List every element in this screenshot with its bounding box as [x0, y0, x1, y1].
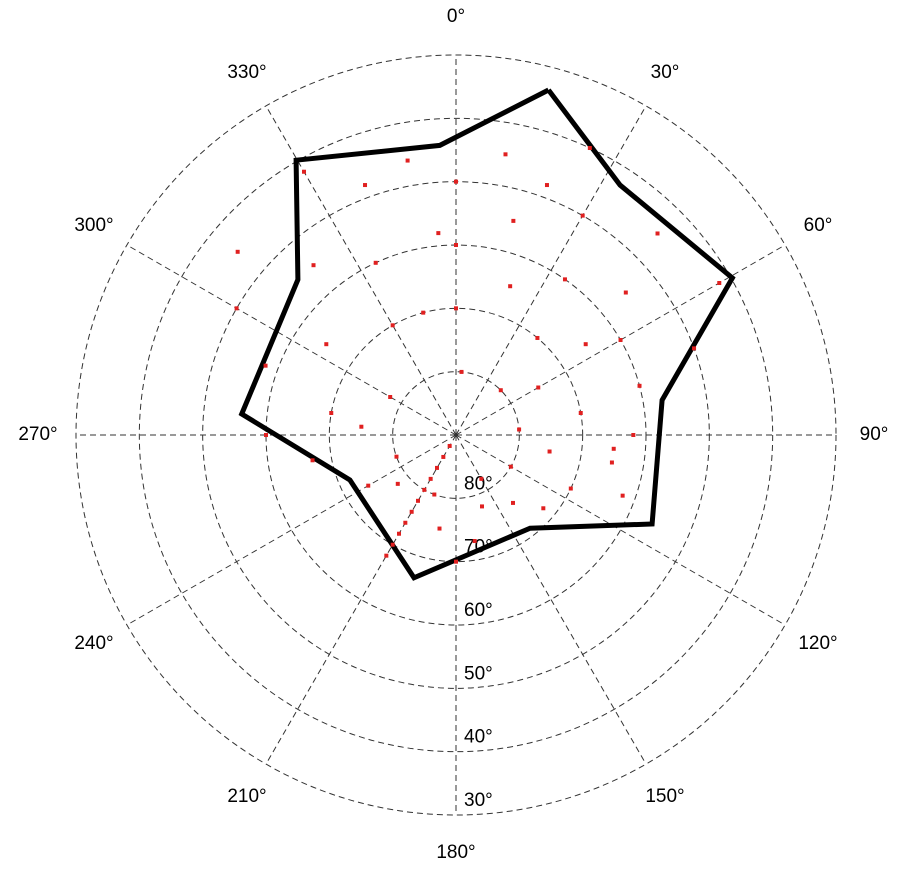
point [384, 553, 389, 558]
point [310, 458, 315, 463]
r-tick-label: 40° [464, 727, 493, 748]
point [583, 342, 588, 347]
grid-ring [138, 117, 774, 753]
point [403, 520, 408, 525]
point [302, 169, 306, 174]
theta-tick-label: 330° [227, 62, 266, 83]
point [363, 183, 368, 188]
theta-tick-label: 180° [436, 842, 475, 863]
point [435, 465, 439, 470]
point [394, 454, 399, 459]
point [454, 559, 458, 564]
point [547, 449, 552, 454]
point [508, 464, 513, 469]
point [511, 218, 516, 223]
point [397, 531, 401, 536]
point [436, 231, 441, 236]
point [416, 498, 420, 503]
point [234, 306, 239, 311]
point [311, 263, 316, 268]
point [329, 411, 334, 416]
grid-ring [75, 54, 837, 816]
point [395, 481, 400, 486]
point [544, 183, 549, 188]
point [517, 427, 522, 432]
r-tick-label: 50° [464, 663, 493, 684]
point [428, 476, 433, 481]
point [432, 492, 437, 497]
point [472, 539, 477, 544]
point [405, 158, 410, 163]
r-tick-label: 80° [464, 473, 493, 494]
point [692, 346, 697, 351]
grid-spoke [455, 434, 786, 626]
theta-tick-label: 0° [447, 6, 465, 27]
point [447, 443, 452, 448]
grid-spoke [265, 434, 457, 765]
point [510, 500, 515, 505]
boundary-line [238, 87, 736, 581]
point [717, 281, 722, 285]
point [235, 249, 240, 254]
point [459, 369, 464, 374]
point [637, 383, 642, 388]
point [454, 243, 458, 247]
point [390, 323, 395, 328]
grid-spoke [455, 434, 647, 765]
point [562, 277, 567, 282]
point [441, 454, 446, 459]
grid-ring [328, 307, 584, 563]
point [631, 433, 636, 437]
r-tick-label: 30° [464, 790, 493, 811]
theta-tick-label: 270° [18, 424, 57, 445]
point [263, 363, 268, 368]
point [409, 509, 414, 514]
point [536, 385, 541, 390]
point [454, 306, 458, 311]
point [508, 284, 513, 289]
point [421, 310, 426, 315]
theta-tick-label: 150° [645, 786, 684, 807]
theta-tick-label: 30° [651, 62, 680, 83]
point [454, 179, 458, 184]
point [366, 483, 371, 488]
point [609, 460, 614, 465]
theta-tick-label: 120° [798, 633, 837, 654]
point [479, 476, 484, 481]
point [655, 231, 660, 236]
grid-spoke [455, 105, 647, 436]
point [324, 342, 329, 347]
point [587, 146, 592, 151]
theta-tick-label: 90° [860, 424, 889, 445]
theta-tick-label: 210° [227, 786, 266, 807]
point [580, 213, 585, 218]
grid-spoke [126, 244, 457, 436]
point [373, 260, 378, 265]
point [390, 542, 395, 547]
point [479, 504, 484, 509]
point [359, 424, 364, 429]
point [578, 411, 583, 416]
point [620, 493, 625, 498]
grid-spoke [126, 434, 457, 626]
point [264, 433, 268, 437]
point [498, 388, 503, 393]
point [623, 290, 628, 295]
point [437, 526, 442, 531]
r-tick-label: 60° [464, 600, 493, 621]
grid-spoke [265, 105, 457, 436]
theta-tick-label: 300° [74, 215, 113, 236]
point [611, 446, 616, 451]
theta-tick-label: 60° [804, 215, 833, 236]
theta-tick-label: 240° [74, 633, 113, 654]
point [535, 335, 540, 340]
point [388, 395, 393, 399]
point [503, 152, 508, 157]
point [618, 338, 623, 342]
point [568, 486, 573, 491]
point [422, 487, 427, 492]
point [541, 506, 546, 511]
